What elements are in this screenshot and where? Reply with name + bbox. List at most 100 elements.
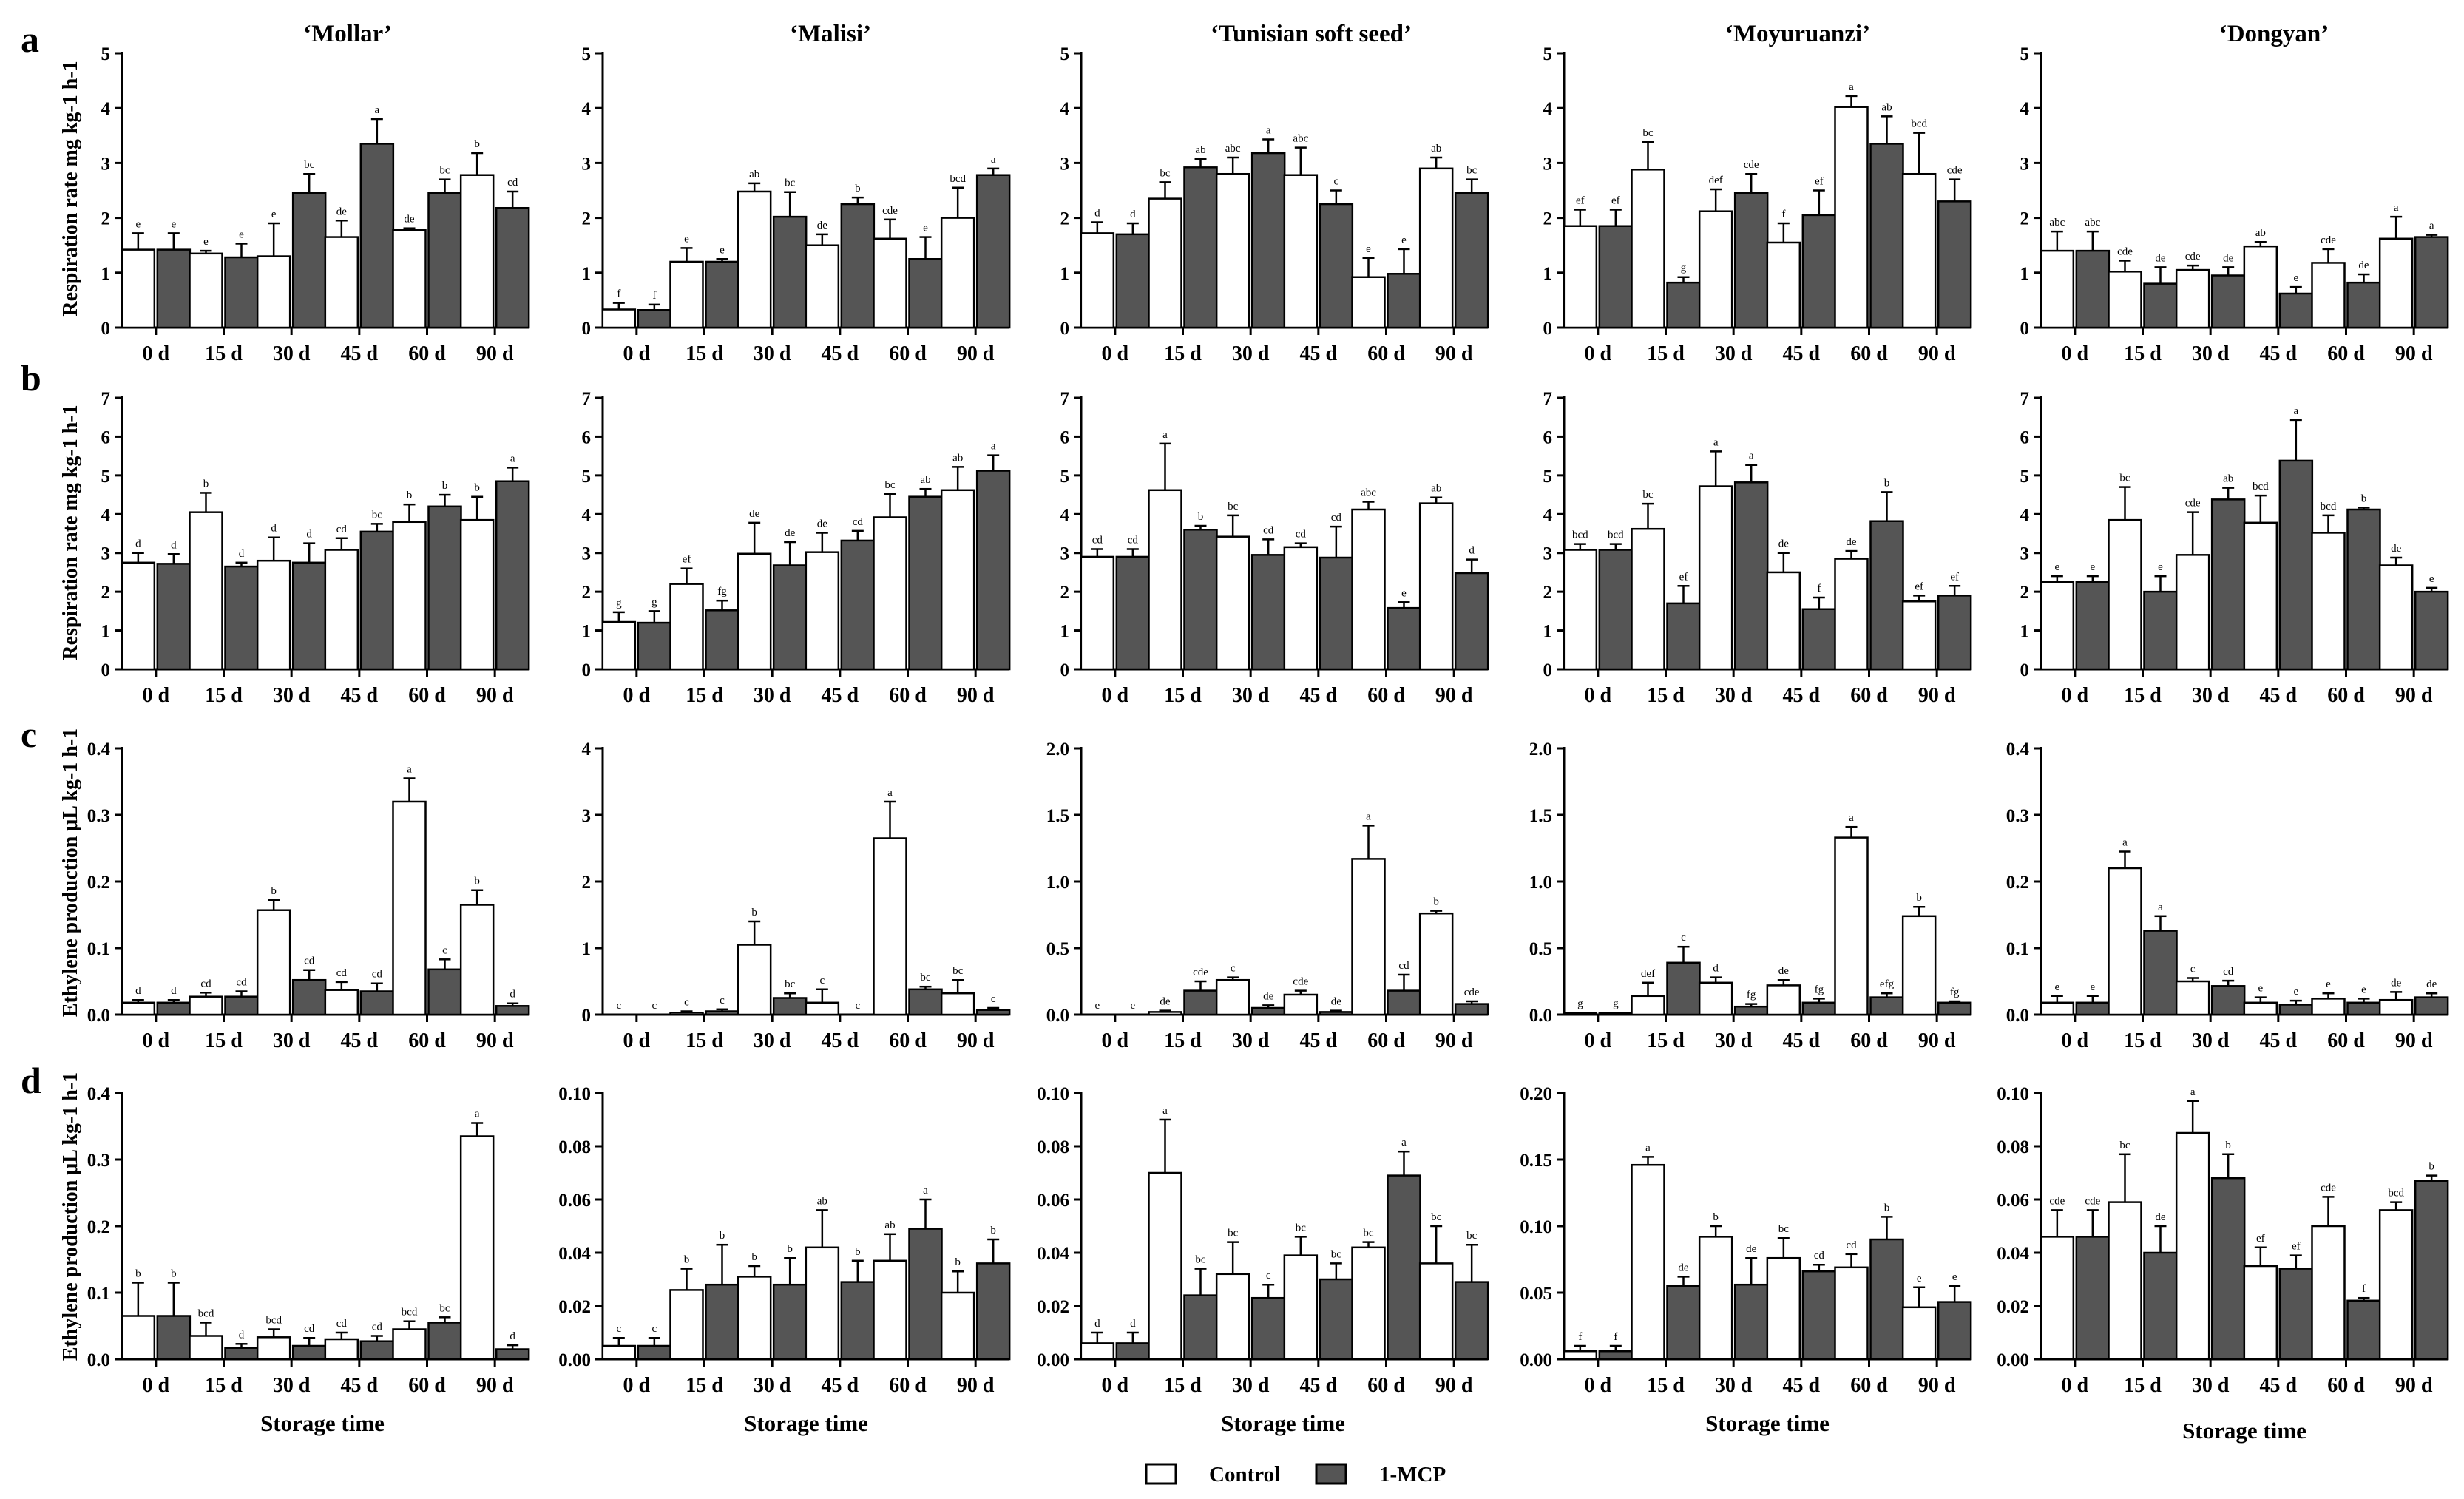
control-bar [1351,508,1386,671]
control-bar [459,904,495,1016]
x-tick-label: 30 d [273,342,311,365]
significance-label: de [2155,252,2166,264]
significance-label: bc [785,177,796,189]
significance-label: de [2358,260,2369,271]
mcp-bar [495,1005,530,1016]
control-bar [1351,858,1386,1016]
x-tick-label: 0 d [2062,1374,2089,1397]
y-tick-label: 0.08 [558,1137,591,1157]
significance-label: cde [882,205,898,217]
significance-label: cd [372,969,383,981]
y-tick-label: 5 [1060,44,1070,64]
mcp-bar [908,495,943,671]
mcp-bar [1115,233,1151,329]
mcp-bar [1319,1011,1354,1016]
significance-label: bc [372,509,383,521]
control-bar [121,1315,156,1361]
mcp-bar [1937,1001,1972,1016]
y-tick-label: 0.1 [87,1284,110,1304]
y-tick-label: 0.04 [1037,1244,1069,1264]
significance-label: cd [372,1322,383,1333]
x-tick-label: 45 d [1300,1029,1338,1052]
mcp-bar [772,997,808,1016]
mcp-bar [1937,200,1972,329]
control-bar [459,174,495,329]
mcp-bar [1183,1294,1218,1361]
mcp-bar [1250,152,1286,329]
x-tick-label: 45 d [2260,342,2298,365]
significance-label: bcd [950,173,966,185]
x-tick-label: 30 d [754,1029,791,1052]
mcp-bar [637,621,672,671]
mcp-bar [427,1322,462,1361]
significance-label: b [1884,477,1890,489]
mcp-bar [975,174,1011,329]
x-tick-label: 60 d [2327,1374,2365,1397]
significance-label: bc [1363,1228,1374,1239]
significance-label: g [616,598,622,609]
mcp-bar [908,988,943,1016]
y-tick-label: 0.04 [558,1244,591,1264]
column-title-mollar: ‘Mollar’ [303,21,392,47]
significance-label: ef [1915,581,1923,592]
mcp-bar [975,470,1011,671]
control-bar [256,255,291,329]
mcp-bar [1869,520,1904,671]
control-bar [2243,1265,2278,1361]
significance-label: a [1713,436,1719,448]
control-bar [1563,549,1598,671]
y-tick-label: 0 [1543,660,1553,680]
significance-label: c [720,995,725,1006]
control-bar [1631,169,1665,329]
significance-label: cd [2223,966,2234,978]
x-tick-label: 60 d [889,342,927,365]
mcp-bar [291,192,327,329]
control-bar [1418,1262,1454,1361]
mcp-bar [1666,602,1701,671]
x-tick-label: 90 d [476,1029,514,1052]
control-bar [324,1338,359,1361]
significance-label: cd [1814,1250,1825,1262]
control-bar [121,248,156,329]
control-bar [2243,521,2278,671]
control-bar [459,1135,495,1361]
mcp-bar [2075,581,2111,671]
x-tick-label: 15 d [1647,342,1685,365]
x-tick-label: 60 d [2327,342,2365,365]
significance-label: e [2429,573,2434,585]
significance-label: bcd [1608,529,1624,541]
significance-label: de [1778,965,1790,977]
y-tick-label: 0.08 [1997,1137,2029,1157]
y-tick-label: 5 [582,467,592,487]
y-tick-label: 2.0 [1529,740,1552,759]
y-tick-label: 3 [582,544,592,564]
significance-label: e [1952,1271,1957,1283]
row-a-y-label: Respiration rate mg kg-1 h-1 [59,61,82,316]
x-tick-label: 30 d [1232,342,1270,365]
mcp-bar [2143,930,2178,1016]
significance-label: b [720,1230,725,1242]
mcp-bar [1598,1350,1634,1361]
mcp-bar [2278,459,2314,671]
x-tick-label: 60 d [1850,1029,1888,1052]
significance-label: bc [1466,1230,1478,1242]
y-tick-label: 0.0 [87,1006,110,1026]
x-tick-label: 60 d [408,1374,446,1397]
control-bar [392,800,427,1016]
significance-label: c [616,1000,621,1012]
mcp-bar [772,1283,808,1361]
control-bar [459,518,495,671]
y-tick-label: 2 [582,209,592,229]
significance-label: a [1849,81,1854,93]
significance-label: e [271,209,277,220]
x-tick-label: 60 d [408,342,446,365]
mcp-bar [156,1001,192,1016]
mcp-bar [1115,1342,1151,1361]
x-tick-label: 60 d [889,1374,927,1397]
x-tick-label: 60 d [1367,1374,1405,1397]
mcp-bar [2210,985,2246,1016]
significance-label: f [1817,583,1821,595]
x-tick-label: 90 d [1435,1374,1473,1397]
significance-label: e [1401,234,1407,246]
significance-label: cd [336,967,348,979]
